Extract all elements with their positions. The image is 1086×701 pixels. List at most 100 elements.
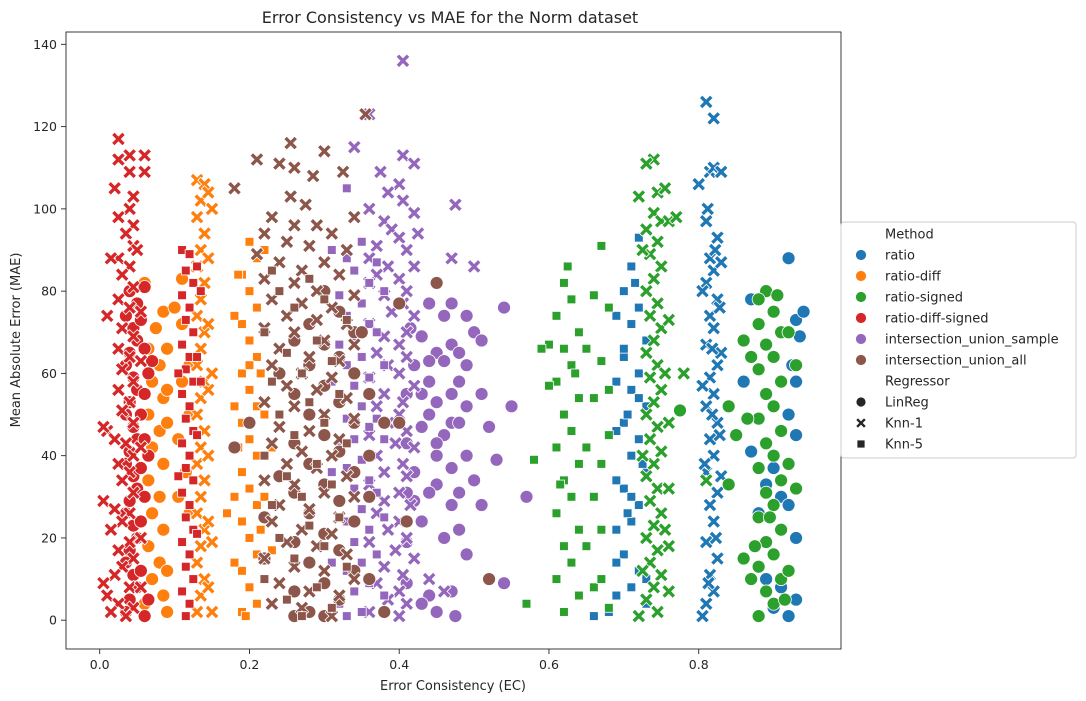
- data-point: [122, 148, 138, 163]
- data-point: [459, 358, 474, 373]
- data-point: [341, 253, 352, 264]
- data-point: [129, 242, 145, 258]
- data-point: [759, 584, 774, 599]
- data-point: [114, 320, 130, 336]
- data-point: [789, 531, 803, 545]
- data-point: [96, 419, 111, 435]
- legend-item-label: intersection_union_all: [885, 354, 1027, 369]
- data-point: [249, 246, 265, 262]
- data-point: [369, 398, 385, 414]
- data-point: [324, 448, 340, 464]
- data-point: [341, 183, 352, 194]
- data-point: [122, 164, 138, 180]
- data-point: [197, 275, 212, 291]
- data-point: [700, 201, 716, 217]
- data-point: [406, 205, 422, 221]
- data-point: [233, 269, 244, 280]
- legend-box: [840, 221, 1077, 459]
- data-point: [316, 254, 332, 270]
- data-point: [349, 265, 360, 276]
- data-point: [289, 430, 300, 440]
- data-point: [177, 438, 187, 449]
- data-point: [274, 533, 285, 543]
- data-point: [204, 534, 220, 550]
- data-point: [103, 604, 119, 620]
- data-point: [99, 308, 115, 324]
- data-point: [661, 312, 677, 328]
- data-point: [188, 475, 199, 486]
- data-point: [152, 489, 167, 504]
- data-point: [122, 579, 138, 595]
- data-point: [137, 341, 152, 356]
- data-point: [626, 450, 637, 461]
- y-tick-label: 0: [49, 613, 57, 628]
- data-point: [429, 436, 444, 451]
- data-point: [751, 292, 766, 307]
- data-point: [781, 609, 796, 623]
- data-point: [766, 498, 781, 512]
- data-point: [406, 440, 422, 455]
- data-point: [566, 360, 577, 370]
- data-point: [364, 524, 375, 535]
- data-point: [781, 251, 796, 266]
- data-point: [173, 368, 184, 379]
- data-point: [327, 479, 337, 490]
- data-point: [302, 555, 317, 570]
- data-point: [364, 319, 375, 329]
- data-point: [399, 530, 415, 546]
- data-point: [774, 473, 788, 488]
- data-point: [229, 401, 240, 412]
- data-point: [774, 522, 788, 537]
- data-point: [362, 489, 377, 504]
- data-point: [184, 249, 195, 259]
- data-point: [114, 361, 130, 377]
- data-point: [459, 308, 474, 323]
- legend-marker: [855, 396, 867, 408]
- data-point: [459, 547, 474, 562]
- data-point: [796, 304, 811, 319]
- data-point: [759, 387, 774, 401]
- data-point: [789, 481, 803, 496]
- data-point: [713, 164, 729, 180]
- data-point: [781, 498, 796, 512]
- data-point: [267, 500, 277, 510]
- data-point: [766, 399, 781, 414]
- data-point: [141, 366, 156, 381]
- data-point: [286, 324, 302, 340]
- data-point: [406, 378, 422, 394]
- data-point: [244, 434, 255, 445]
- x-tick-label: 0.0: [90, 657, 110, 672]
- data-point: [429, 605, 444, 619]
- data-point: [581, 541, 592, 551]
- data-point: [657, 366, 673, 381]
- legend-item-label: LinReg: [885, 396, 929, 411]
- data-point: [126, 374, 141, 390]
- data-point: [346, 209, 362, 225]
- data-point: [301, 501, 317, 517]
- data-point: [227, 180, 242, 196]
- data-point: [257, 394, 272, 410]
- data-point: [272, 575, 287, 591]
- data-point: [274, 286, 285, 296]
- data-point: [759, 485, 774, 500]
- data-point: [264, 596, 280, 612]
- data-point: [774, 374, 788, 389]
- data-point: [294, 444, 310, 459]
- data-point: [309, 382, 325, 398]
- data-point: [581, 343, 592, 354]
- data-point: [335, 164, 351, 180]
- data-point: [133, 440, 149, 455]
- data-point: [574, 524, 584, 535]
- data-point: [604, 385, 614, 395]
- data-point: [634, 393, 644, 403]
- data-point: [346, 287, 362, 303]
- legend-title-method: Method: [885, 228, 934, 243]
- data-point: [626, 319, 637, 329]
- data-point: [766, 304, 781, 319]
- data-point: [661, 481, 677, 496]
- data-point: [301, 238, 317, 254]
- data-point: [317, 428, 332, 443]
- data-point: [301, 349, 317, 365]
- data-point: [255, 524, 266, 535]
